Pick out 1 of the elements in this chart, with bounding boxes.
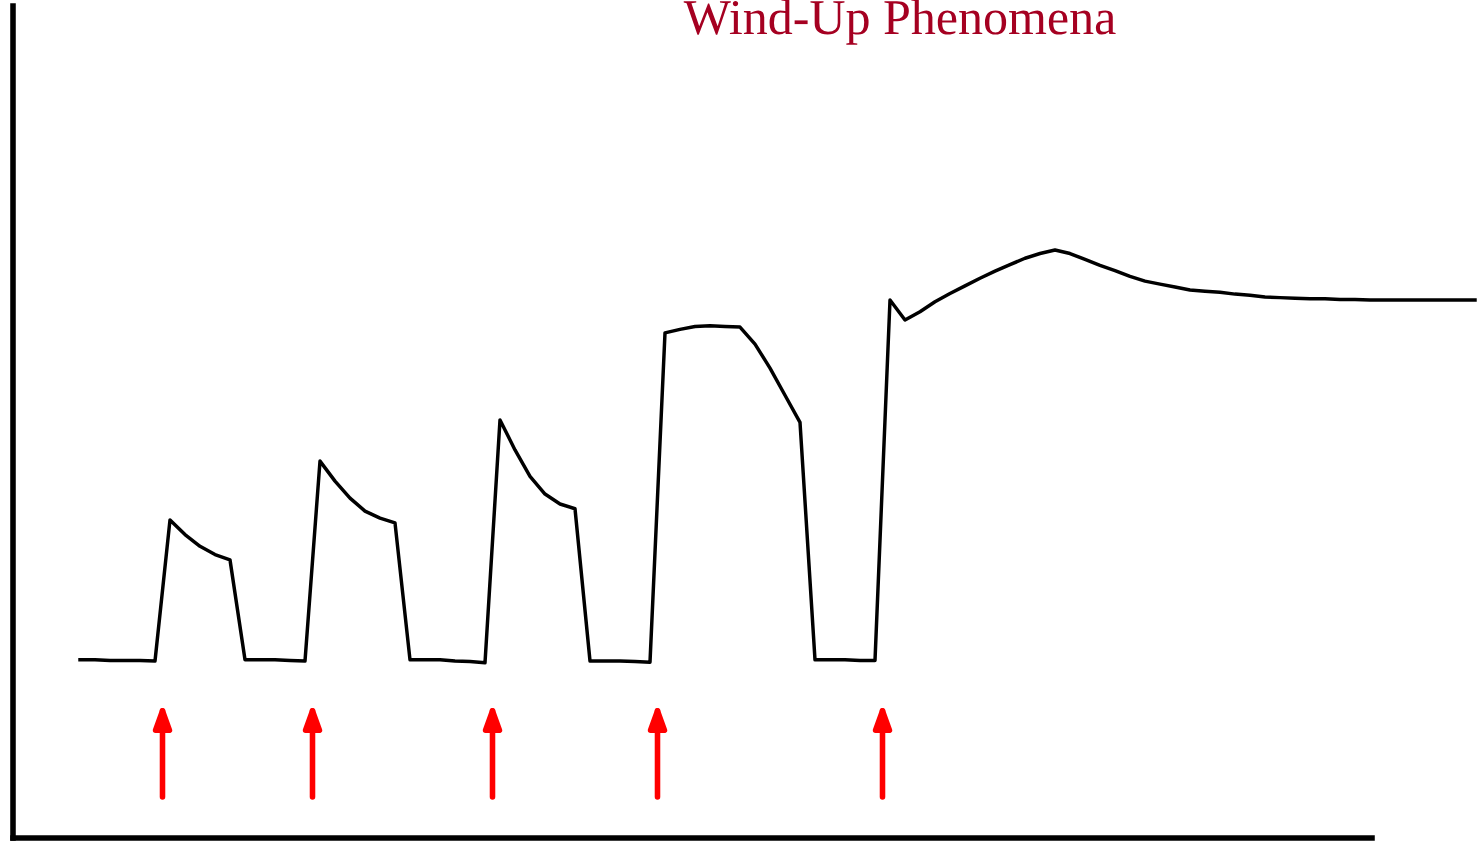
chart-title: Wind-Up Phenomena [683,0,1116,45]
